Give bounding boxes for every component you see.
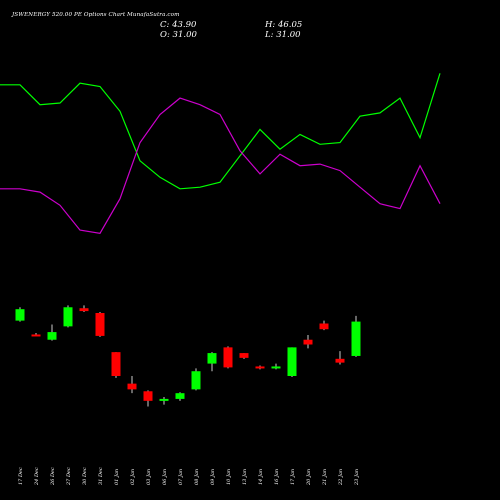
candle (127, 376, 137, 394)
candle (175, 392, 185, 401)
candle (335, 351, 345, 365)
candle (223, 346, 233, 369)
date-tick-label: 02 Jan (130, 469, 136, 485)
date-tick-label: 17 Dec (18, 467, 24, 485)
date-tick-label: 06 Jan (162, 469, 168, 485)
chart-title: JSWENERGY 520.00 PE Options Chart Munafa… (12, 12, 180, 18)
candle-body (159, 398, 169, 401)
candle-body (79, 308, 89, 312)
candle (47, 324, 57, 341)
close-label: C: (160, 20, 170, 30)
low-label: L: (265, 30, 274, 40)
candle (143, 390, 153, 407)
open-value: 31.00 (172, 30, 197, 40)
candle-body (63, 307, 73, 327)
date-tick-label: 22 Jan (338, 469, 344, 486)
date-tick-label: 26 Dec (50, 467, 56, 486)
candlestick-panel (15, 305, 361, 407)
low-value: 31.00 (276, 30, 301, 40)
candle (255, 365, 265, 370)
candle (15, 307, 25, 322)
candle-body (303, 339, 313, 345)
candle (319, 320, 329, 331)
candle (191, 368, 201, 391)
candle-body (175, 393, 185, 399)
date-tick-label: 30 Dec (82, 467, 88, 485)
date-tick-label: 27 Dec (66, 467, 72, 486)
candle-body (319, 323, 329, 330)
candle (111, 352, 121, 378)
date-tick-label: 09 Jan (210, 469, 216, 485)
candle-body (223, 347, 233, 368)
candle (63, 305, 73, 328)
indicator-panel (0, 73, 441, 234)
candle-body (287, 347, 297, 376)
candle (287, 347, 297, 377)
open-readout: O: 31.00 (160, 30, 197, 40)
candle (159, 397, 169, 405)
candle (79, 305, 89, 313)
candle (303, 334, 313, 349)
candle (95, 312, 105, 337)
date-tick-label: 10 Jan (226, 469, 232, 485)
date-tick-label: 08 Jan (194, 469, 200, 485)
low-readout: L: 31.00 (265, 30, 301, 40)
candle-body (351, 321, 361, 356)
date-tick-label: 01 Jan (114, 469, 120, 485)
candle-body (239, 353, 249, 358)
date-tick-label: 07 Jan (178, 469, 184, 485)
high-value: 46.05 (277, 20, 303, 30)
candle (351, 315, 361, 357)
candle-body (127, 383, 137, 390)
candle-body (111, 352, 121, 376)
candle-body (31, 334, 41, 337)
indicator-line-green (0, 73, 441, 190)
candle (31, 333, 41, 337)
candle-body (207, 353, 217, 364)
date-axis: 17 Dec 24 Dec 26 Dec 27 Dec 30 Dec 31 Dec 01 J… (18, 467, 360, 486)
date-tick-label: 24 Dec (34, 467, 40, 486)
candle (207, 352, 217, 372)
candle-body (143, 391, 153, 401)
candle-body (335, 358, 345, 363)
candle-body (191, 371, 201, 390)
date-tick-label: 20 Jan (306, 469, 312, 486)
date-tick-label: 13 Jan (242, 469, 248, 485)
open-label: O: (160, 30, 170, 40)
date-tick-label: 14 Jan (258, 469, 264, 485)
high-readout: H: 46.05 (265, 20, 302, 30)
high-label: H: (265, 20, 276, 30)
candle-body (47, 332, 57, 340)
date-tick-label: 17 Jan (290, 469, 296, 485)
candle-body (95, 313, 105, 336)
indicator-line-magenta (0, 97, 441, 234)
candle-body (15, 309, 25, 321)
date-tick-label: 03 Jan (146, 469, 152, 485)
candle (239, 353, 249, 359)
date-tick-label: 23 Jan (354, 469, 360, 486)
date-tick-label: 16 Jan (274, 469, 280, 485)
candle-body (271, 366, 281, 369)
candle (271, 363, 281, 370)
candle-body (255, 366, 265, 369)
date-tick-label: 31 Dec (98, 467, 104, 485)
date-tick-label: 21 Jan (322, 469, 328, 486)
close-value: 43.90 (172, 20, 197, 30)
close-readout: C: 43.90 (160, 20, 196, 30)
